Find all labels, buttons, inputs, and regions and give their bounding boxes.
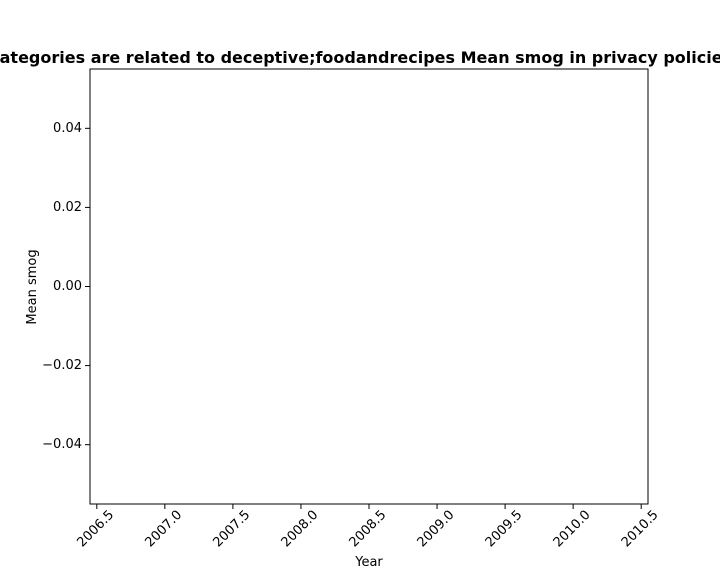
- x-tick-label: 2006.5: [74, 508, 117, 551]
- plot-area: [89, 68, 649, 505]
- x-tick-label: 2008.0: [279, 508, 322, 551]
- x-tick-label: 2007.0: [142, 508, 185, 551]
- chart-title: Categories are related to deceptive;food…: [0, 48, 720, 67]
- y-tick-label: −0.02: [42, 358, 82, 373]
- y-tick-label: 0.04: [53, 121, 82, 136]
- x-tick-label: 2007.5: [211, 508, 254, 551]
- x-tick-label: 2008.5: [347, 508, 390, 551]
- x-axis-label: Year: [354, 555, 383, 570]
- x-tick-label: 2009.5: [483, 508, 526, 551]
- y-axis-label: Mean smog: [25, 249, 40, 324]
- y-tick-label: 0.00: [53, 279, 82, 294]
- y-tick-label: −0.04: [42, 437, 82, 452]
- x-tick-label: 2010.5: [619, 508, 662, 551]
- x-tick-label: 2010.0: [551, 508, 594, 551]
- y-tick-label: 0.02: [53, 200, 82, 215]
- y-axis: 0.04 0.02 0.00 −0.02 −0.04: [42, 121, 90, 452]
- x-tick-label: 2009.0: [415, 508, 458, 551]
- x-axis: 2006.5 2007.0 2007.5 2008.0 2008.5 2009.0 2009…: [74, 504, 662, 551]
